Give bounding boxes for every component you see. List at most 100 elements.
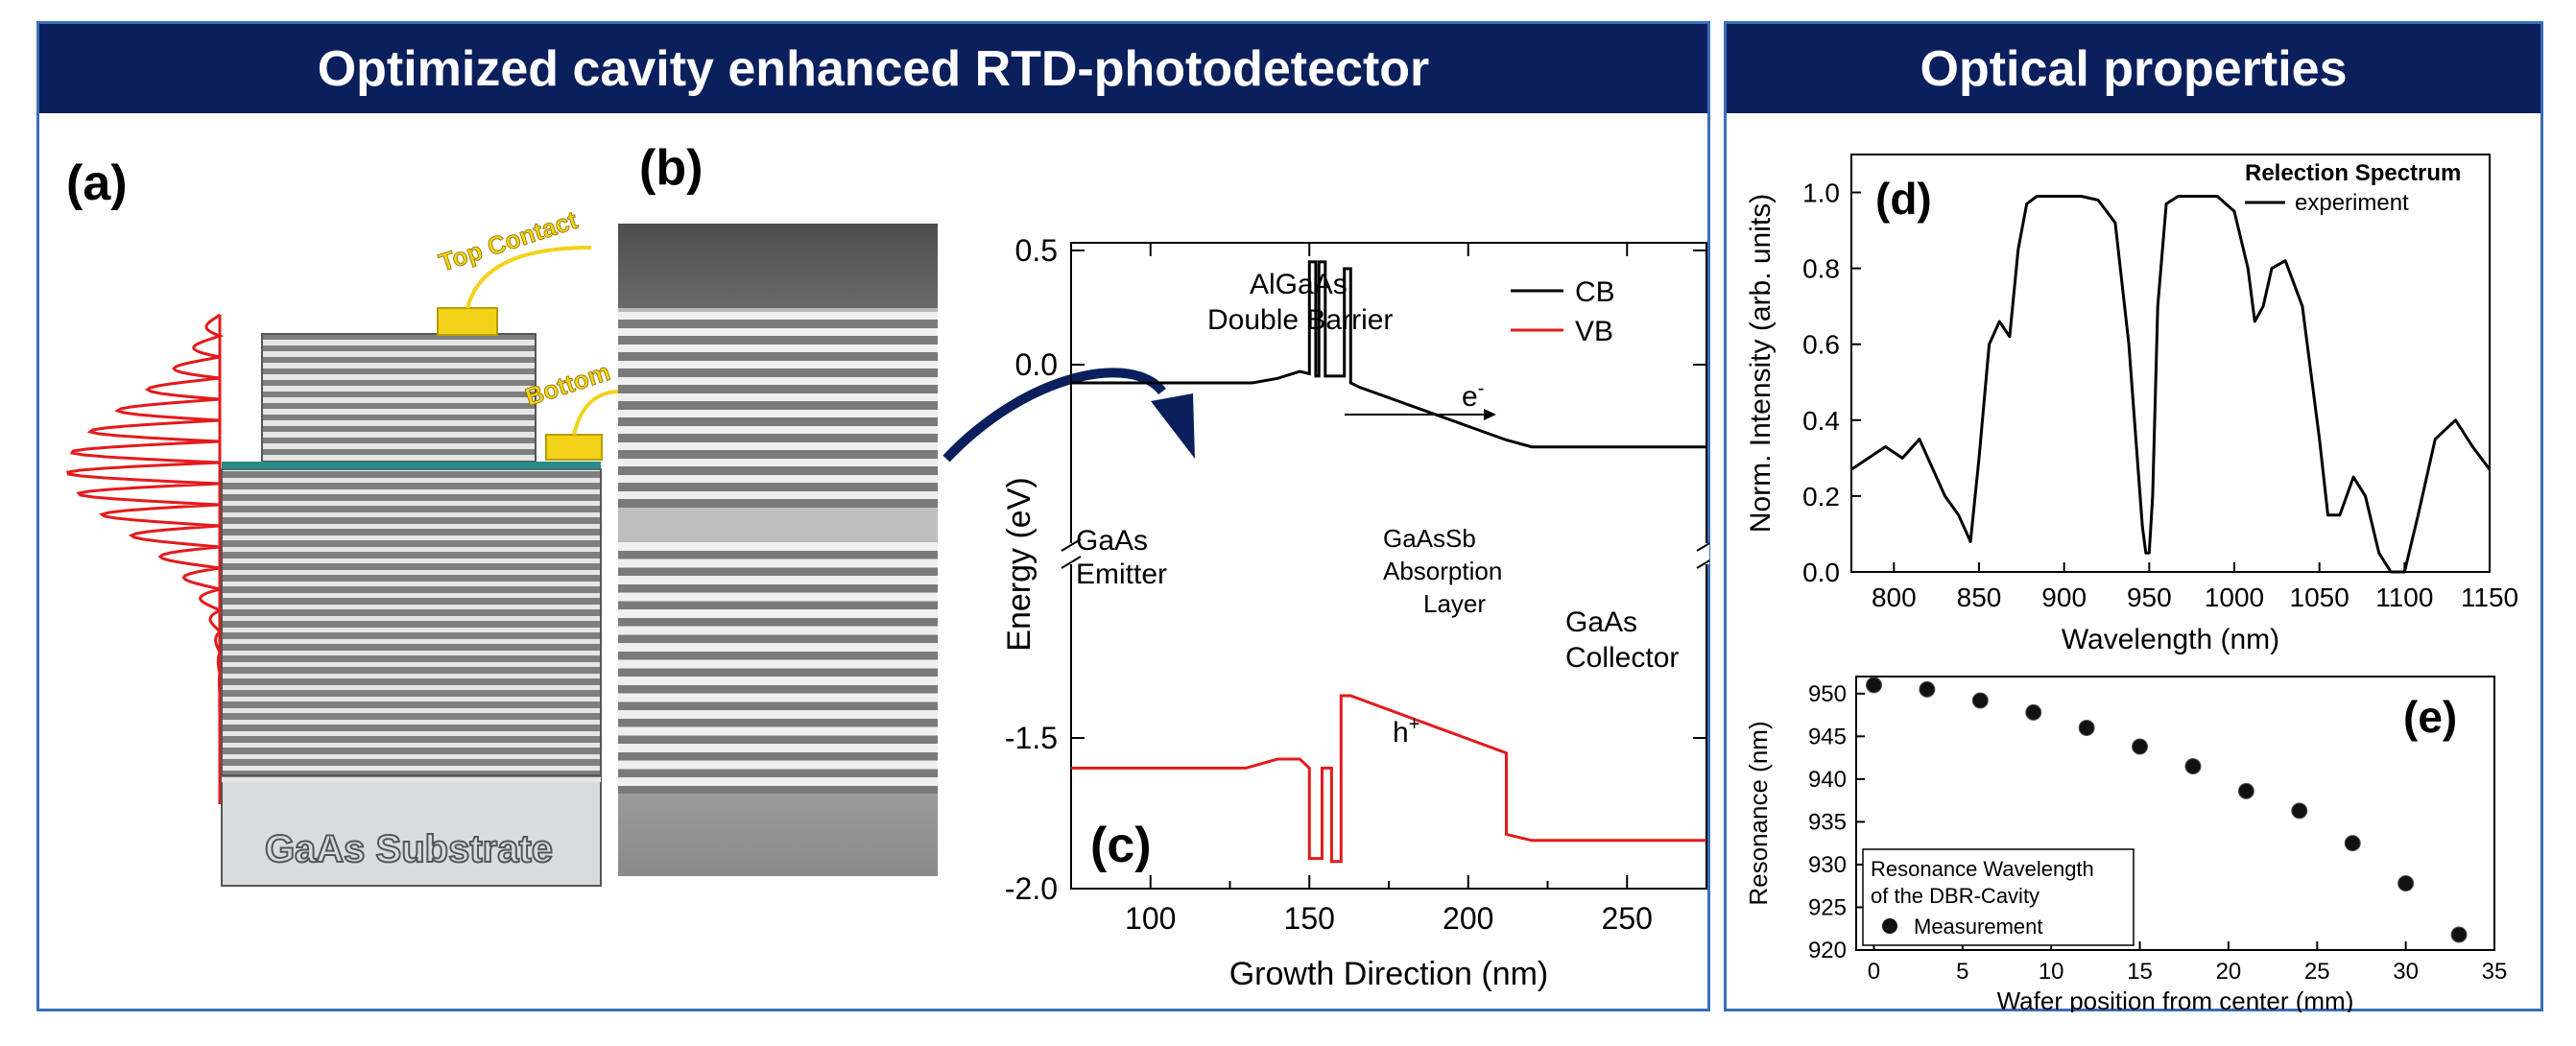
- sem-dark-layer: [618, 719, 938, 727]
- measurement-point: [2450, 926, 2468, 943]
- x-tick-label: 0: [1868, 959, 1880, 985]
- lower-dbr-layer: [222, 736, 601, 743]
- top-contact-label: Top Contact: [436, 205, 582, 277]
- sem-light-layer: [618, 459, 938, 466]
- measurement-point: [1971, 692, 1989, 709]
- lower-dbr-spacer: [222, 777, 601, 782]
- sem-light-layer: [618, 491, 938, 499]
- emitter-label-2: Emitter: [1076, 559, 1167, 590]
- sem-light-layer: [618, 626, 938, 635]
- y-tick-label: 920: [1808, 938, 1847, 963]
- right-panel-title: Optical properties: [1727, 24, 2540, 113]
- x-tick-label: 100: [1125, 901, 1176, 936]
- lower-dbr-spacer: [222, 628, 601, 632]
- panel-d-label: (d): [1875, 174, 1932, 224]
- collector-label-2: Collector: [1565, 642, 1679, 674]
- upper-dbr-layer: [262, 449, 536, 455]
- lower-dbr-layer: [222, 678, 601, 685]
- sem-light-layer: [618, 777, 938, 786]
- lower-dbr-spacer: [222, 754, 601, 759]
- lower-dbr-spacer: [222, 570, 601, 575]
- panel-c-label: (c): [1090, 818, 1152, 873]
- upper-dbr-layer: [262, 392, 536, 397]
- y-tick-label: 0.5: [1015, 233, 1058, 268]
- sem-light-layer: [618, 312, 938, 320]
- upper-dbr-layer: [262, 334, 536, 340]
- y-axis-title: Resonance (nm): [1744, 721, 1773, 905]
- lower-dbr-spacer: [222, 559, 601, 563]
- x-tick-label: 1050: [2290, 582, 2349, 612]
- right-panel: Optical properties 800 850 900 950 1000 1050 1…: [1724, 21, 2543, 1012]
- sem-dark-layer: [618, 320, 938, 328]
- sem-dark-layer: [618, 336, 938, 345]
- lower-dbr-layer: [222, 644, 601, 651]
- upper-dbr-spacer: [262, 455, 536, 461]
- sem-light-layer: [618, 609, 938, 618]
- measurement-point: [2132, 738, 2149, 755]
- substrate-label: GaAs Substrate: [265, 828, 553, 870]
- lower-dbr-spacer: [222, 674, 601, 678]
- sem-dark-layer: [618, 786, 938, 795]
- sem-dark-layer: [618, 466, 938, 475]
- lower-dbr-spacer: [222, 478, 601, 483]
- sem-light-layer: [618, 377, 938, 385]
- dbr-stacks: [221, 333, 602, 782]
- y-tick-label: 0.2: [1802, 482, 1840, 511]
- sem-light-layer: [618, 576, 938, 584]
- sem-dark-layer: [618, 618, 938, 627]
- sem-light-layer: [618, 643, 938, 652]
- x-tick-label: 850: [1957, 582, 2002, 612]
- lower-dbr-spacer: [222, 616, 601, 621]
- cb-band-line: [1071, 260, 1706, 449]
- y-tick-label: 0.6: [1802, 330, 1840, 360]
- x-axis-title: Wafer position from center (mm): [1997, 987, 2354, 1012]
- y-tick-label: 930: [1808, 852, 1847, 878]
- sem-dark-layer: [618, 584, 938, 593]
- bottom-contact-pad: [545, 434, 603, 461]
- barrier-label-1: AlGaAs: [1250, 269, 1348, 300]
- lower-dbr-layer: [222, 540, 601, 547]
- cavity-layer: [222, 462, 601, 469]
- upper-dbr-layer: [262, 438, 536, 443]
- axis-break-mark: [1696, 559, 1709, 569]
- electron-label: e-: [1462, 378, 1484, 413]
- resonance-frame: [1855, 676, 2495, 951]
- measurement-point: [2291, 802, 2308, 820]
- sem-light-layer: [618, 677, 938, 685]
- lower-dbr-spacer: [222, 743, 601, 748]
- panel-b-label: (b): [639, 140, 704, 196]
- legend-cb-label: CB: [1575, 276, 1615, 308]
- lower-dbr-layer: [222, 621, 601, 628]
- lower-dbr-layer: [222, 529, 601, 535]
- y-tick-label: 0.0: [1015, 347, 1058, 382]
- y-tick-label: 0.4: [1802, 406, 1840, 436]
- lower-dbr-spacer: [222, 651, 601, 655]
- x-tick-label: 15: [2127, 959, 2153, 985]
- measurement-point: [2344, 835, 2361, 852]
- upper-dbr-layer: [262, 426, 536, 432]
- upper-dbr-spacer: [262, 420, 536, 426]
- sem-light-layer: [618, 345, 938, 352]
- y-tick-label: -2.0: [1005, 871, 1058, 906]
- lower-dbr-spacer: [222, 547, 601, 552]
- lower-dbr-spacer: [222, 639, 601, 644]
- upper-dbr-layer: [262, 345, 536, 351]
- upper-dbr-layer: [262, 380, 536, 386]
- upper-dbr-spacer: [262, 351, 536, 357]
- y-tick-label: 0.0: [1802, 558, 1840, 587]
- measurement-point: [2397, 875, 2415, 892]
- sem-dark-layer: [618, 401, 938, 410]
- sem-layer-stripes: [618, 312, 938, 795]
- sem-dark-layer: [618, 352, 938, 361]
- top-contact-pad: [437, 307, 498, 336]
- x-tick-label: 1000: [2205, 582, 2264, 612]
- substrate-block: [221, 774, 602, 887]
- lower-dbr-spacer: [222, 708, 601, 713]
- sem-dark-layer: [618, 499, 938, 508]
- lower-dbr-layer: [222, 494, 601, 501]
- sem-light-layer: [618, 393, 938, 401]
- x-tick-label: 950: [2127, 582, 2172, 612]
- hole-label: h+: [1393, 714, 1419, 749]
- lower-dbr-layer: [222, 632, 601, 639]
- y-tick-label: 935: [1808, 809, 1847, 835]
